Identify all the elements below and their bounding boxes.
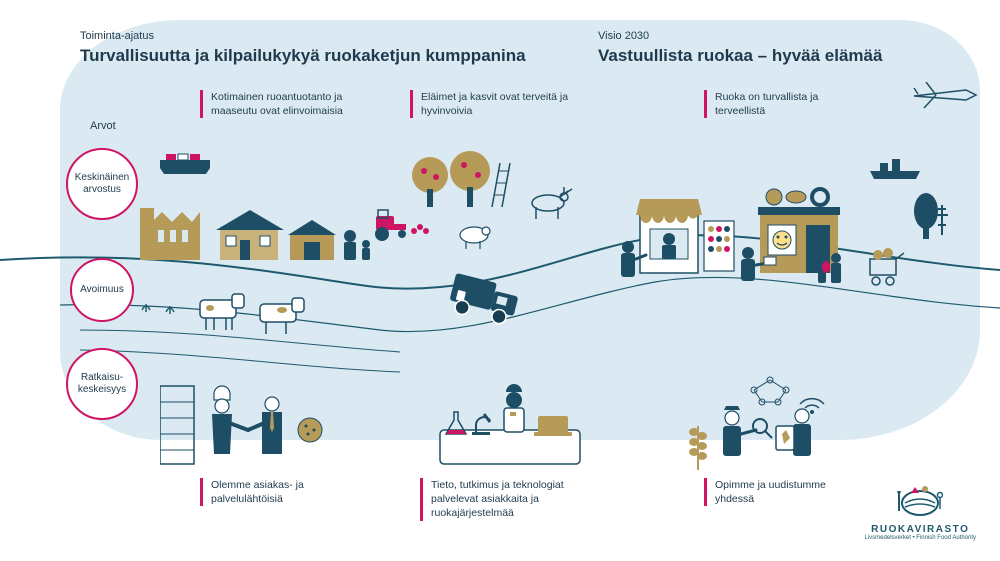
accent-bar [410,90,413,118]
accent-bar [420,478,423,521]
truck-icon [440,268,540,338]
logo-mark-icon [897,477,943,517]
caption-customer: Olemme asiakas- ja palvelulähtöisiä [200,478,360,506]
header-left: Toiminta-ajatus Turvallisuutta ja kilpai… [80,30,526,66]
caption-research: Tieto, tutkimus ja teknologiat palveleva… [420,478,600,521]
caption-text: Eläimet ja kasvit ovat terveitä ja hyvin… [419,90,590,118]
caption-text: Kotimainen ruoantuotanto ja maaseutu ova… [209,90,380,118]
accent-bar [704,478,707,506]
accent-bar [200,90,203,118]
accent-bar [200,478,203,506]
orchard-scene [400,135,600,265]
value-circle-solution: Ratkaisu- keskeisyys [66,348,138,420]
caption-text: Ruoka on turvallista ja terveellistä [713,90,864,118]
values-heading: Arvot [90,120,116,132]
value-label: Avoimuus [80,284,124,296]
airplane-icon [912,82,982,112]
caption-animals: Eläimet ja kasvit ovat terveitä ja hyvin… [410,90,590,118]
value-circle-respect: Keskinäinen arvostus [66,148,138,220]
logo-subtitle: Livsmedelsverket • Finnish Food Authorit… [865,535,976,541]
shops-scene [620,155,950,315]
caption-safe-food: Ruoka on turvallista ja terveellistä [704,90,864,118]
lab-scene [420,380,600,480]
caption-learn: Opimme ja uudistumme yhdessä [704,478,864,506]
learning-scene [680,370,870,480]
accent-bar [704,90,707,118]
vision-label: Visio 2030 [598,30,882,42]
vision-title: Vastuullista ruokaa – hyvää elämää [598,46,882,66]
farm-scene [140,150,420,280]
mission-title: Turvallisuutta ja kilpailukykyä ruokaket… [80,46,526,66]
value-label: Keskinäinen arvostus [72,172,132,196]
cows-scene [140,280,380,350]
caption-text: Tieto, tutkimus ja teknologiat palveleva… [429,478,600,521]
value-circle-openness: Avoimuus [70,258,134,322]
value-label: Ratkaisu- keskeisyys [72,372,132,396]
header-right: Visio 2030 Vastuullista ruokaa – hyvää e… [598,30,882,66]
mission-label: Toiminta-ajatus [80,30,526,42]
caption-text: Opimme ja uudistumme yhdessä [713,478,864,506]
handshake-scene [160,380,340,480]
logo: RUOKAVIRASTO Livsmedelsverket • Finnish … [865,477,976,541]
caption-production: Kotimainen ruoantuotanto ja maaseutu ova… [200,90,380,118]
caption-text: Olemme asiakas- ja palvelulähtöisiä [209,478,360,506]
logo-name: RUOKAVIRASTO [865,524,976,535]
